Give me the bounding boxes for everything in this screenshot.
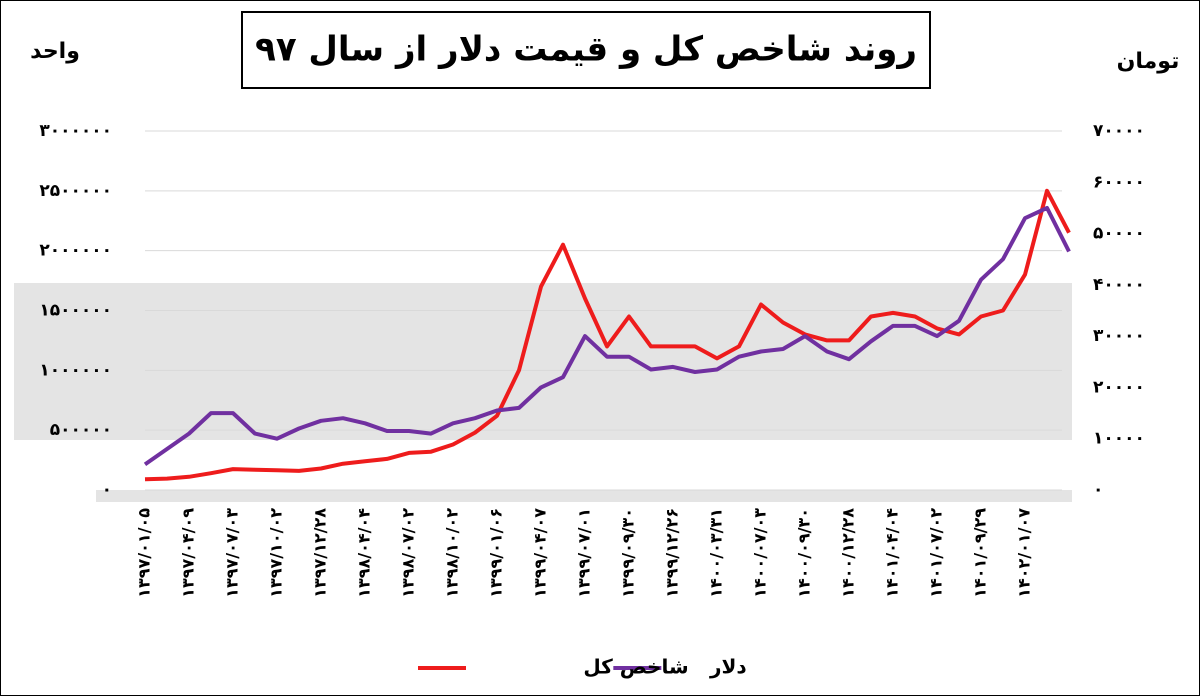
x-tick-label: ۱۳۹۷/۱۰/۰۲	[267, 508, 286, 598]
series-line	[144, 188, 1071, 482]
watermark-band	[96, 490, 1072, 502]
x-tick-label: ۱۳۹۹/۰۱/۰۶	[487, 508, 506, 598]
x-tick-label: ۱۳۹۷/۰۴/۰۹	[179, 508, 198, 598]
x-tick-label: ۱۳۹۹/۰۹/۳۰	[619, 508, 638, 598]
x-tick-label: ۱۴۰۱/۰۹/۲۹	[971, 508, 990, 598]
y-axis-label: واحد	[30, 39, 80, 64]
x-tick-label: ۱۴۰۰/۰۷/۰۳	[751, 508, 770, 598]
y-tick-label: ۲۰۰۰۰۰۰	[39, 241, 112, 261]
y2-tick-label: ۲۰۰۰۰	[1093, 377, 1145, 397]
x-tick-label: ۱۴۰۱/۰۷/۰۲	[927, 508, 946, 598]
y2-tick-label: ۶۰۰۰۰	[1093, 172, 1145, 192]
x-tick-label: ۱۴۰۰/۱۲/۲۸	[839, 508, 858, 598]
x-tick-label: ۱۳۹۷/۰۷/۰۳	[223, 508, 242, 598]
y2-tick-label: ۷۰۰۰۰	[1093, 121, 1145, 141]
chart-title: روند شاخص کل و قیمت دلار از سال ۹۷	[255, 30, 917, 70]
legend-label: دلار	[709, 655, 747, 679]
x-tick-label: ۱۳۹۷/۱۲/۲۸	[311, 508, 330, 598]
x-tick-label: ۱۴۰۲/۰۱/۰۷	[1015, 508, 1034, 598]
x-tick-label: ۱۴۰۰/۰۹/۳۰	[795, 508, 814, 598]
x-tick-label: ۱۳۹۷/۰۱/۰۵	[135, 508, 154, 598]
series-line	[143, 205, 1071, 467]
y2-tick-label: ۳۰۰۰۰	[1093, 326, 1145, 346]
legend-label: شاخص کل	[583, 655, 688, 679]
y-tick-label: ۳۰۰۰۰۰۰	[39, 121, 112, 141]
x-tick-label: ۱۳۹۸/۰۷/۰۲	[399, 508, 418, 598]
y2-tick-label: ۴۰۰۰۰	[1093, 275, 1145, 295]
x-tick-label: ۱۴۰۱/۰۴/۰۴	[883, 508, 902, 598]
x-tick-label: ۱۳۹۹/۰۴/۰۷	[531, 508, 550, 598]
title-box	[241, 11, 931, 89]
y2-tick-label: ۵۰۰۰۰	[1093, 224, 1145, 244]
x-tick-label: ۱۳۹۹/۱۲/۲۶	[663, 508, 682, 598]
x-tick-label: ۱۳۹۹/۰۷/۰۱	[575, 508, 594, 598]
y-tick-label: ۱۵۰۰۰۰۰	[39, 301, 112, 321]
watermark-band	[14, 283, 1072, 440]
x-tick-label: ۱۴۰۰/۰۳/۳۱	[707, 508, 726, 598]
y-tick-label: ۵۰۰۰۰۰	[50, 420, 112, 440]
y-tick-label: ۰	[102, 480, 112, 500]
x-tick-label: ۱۳۹۸/۱۰/۰۲	[443, 508, 462, 598]
y2-tick-label: ۱۰۰۰۰	[1093, 429, 1145, 449]
x-tick-label: ۱۳۹۸/۰۴/۰۴	[355, 508, 374, 598]
y-tick-label: ۲۵۰۰۰۰۰	[39, 181, 112, 201]
y2-tick-label: ۰	[1093, 480, 1103, 500]
y2-axis-label: تومان	[1117, 49, 1180, 74]
y-tick-label: ۱۰۰۰۰۰۰	[39, 360, 112, 380]
